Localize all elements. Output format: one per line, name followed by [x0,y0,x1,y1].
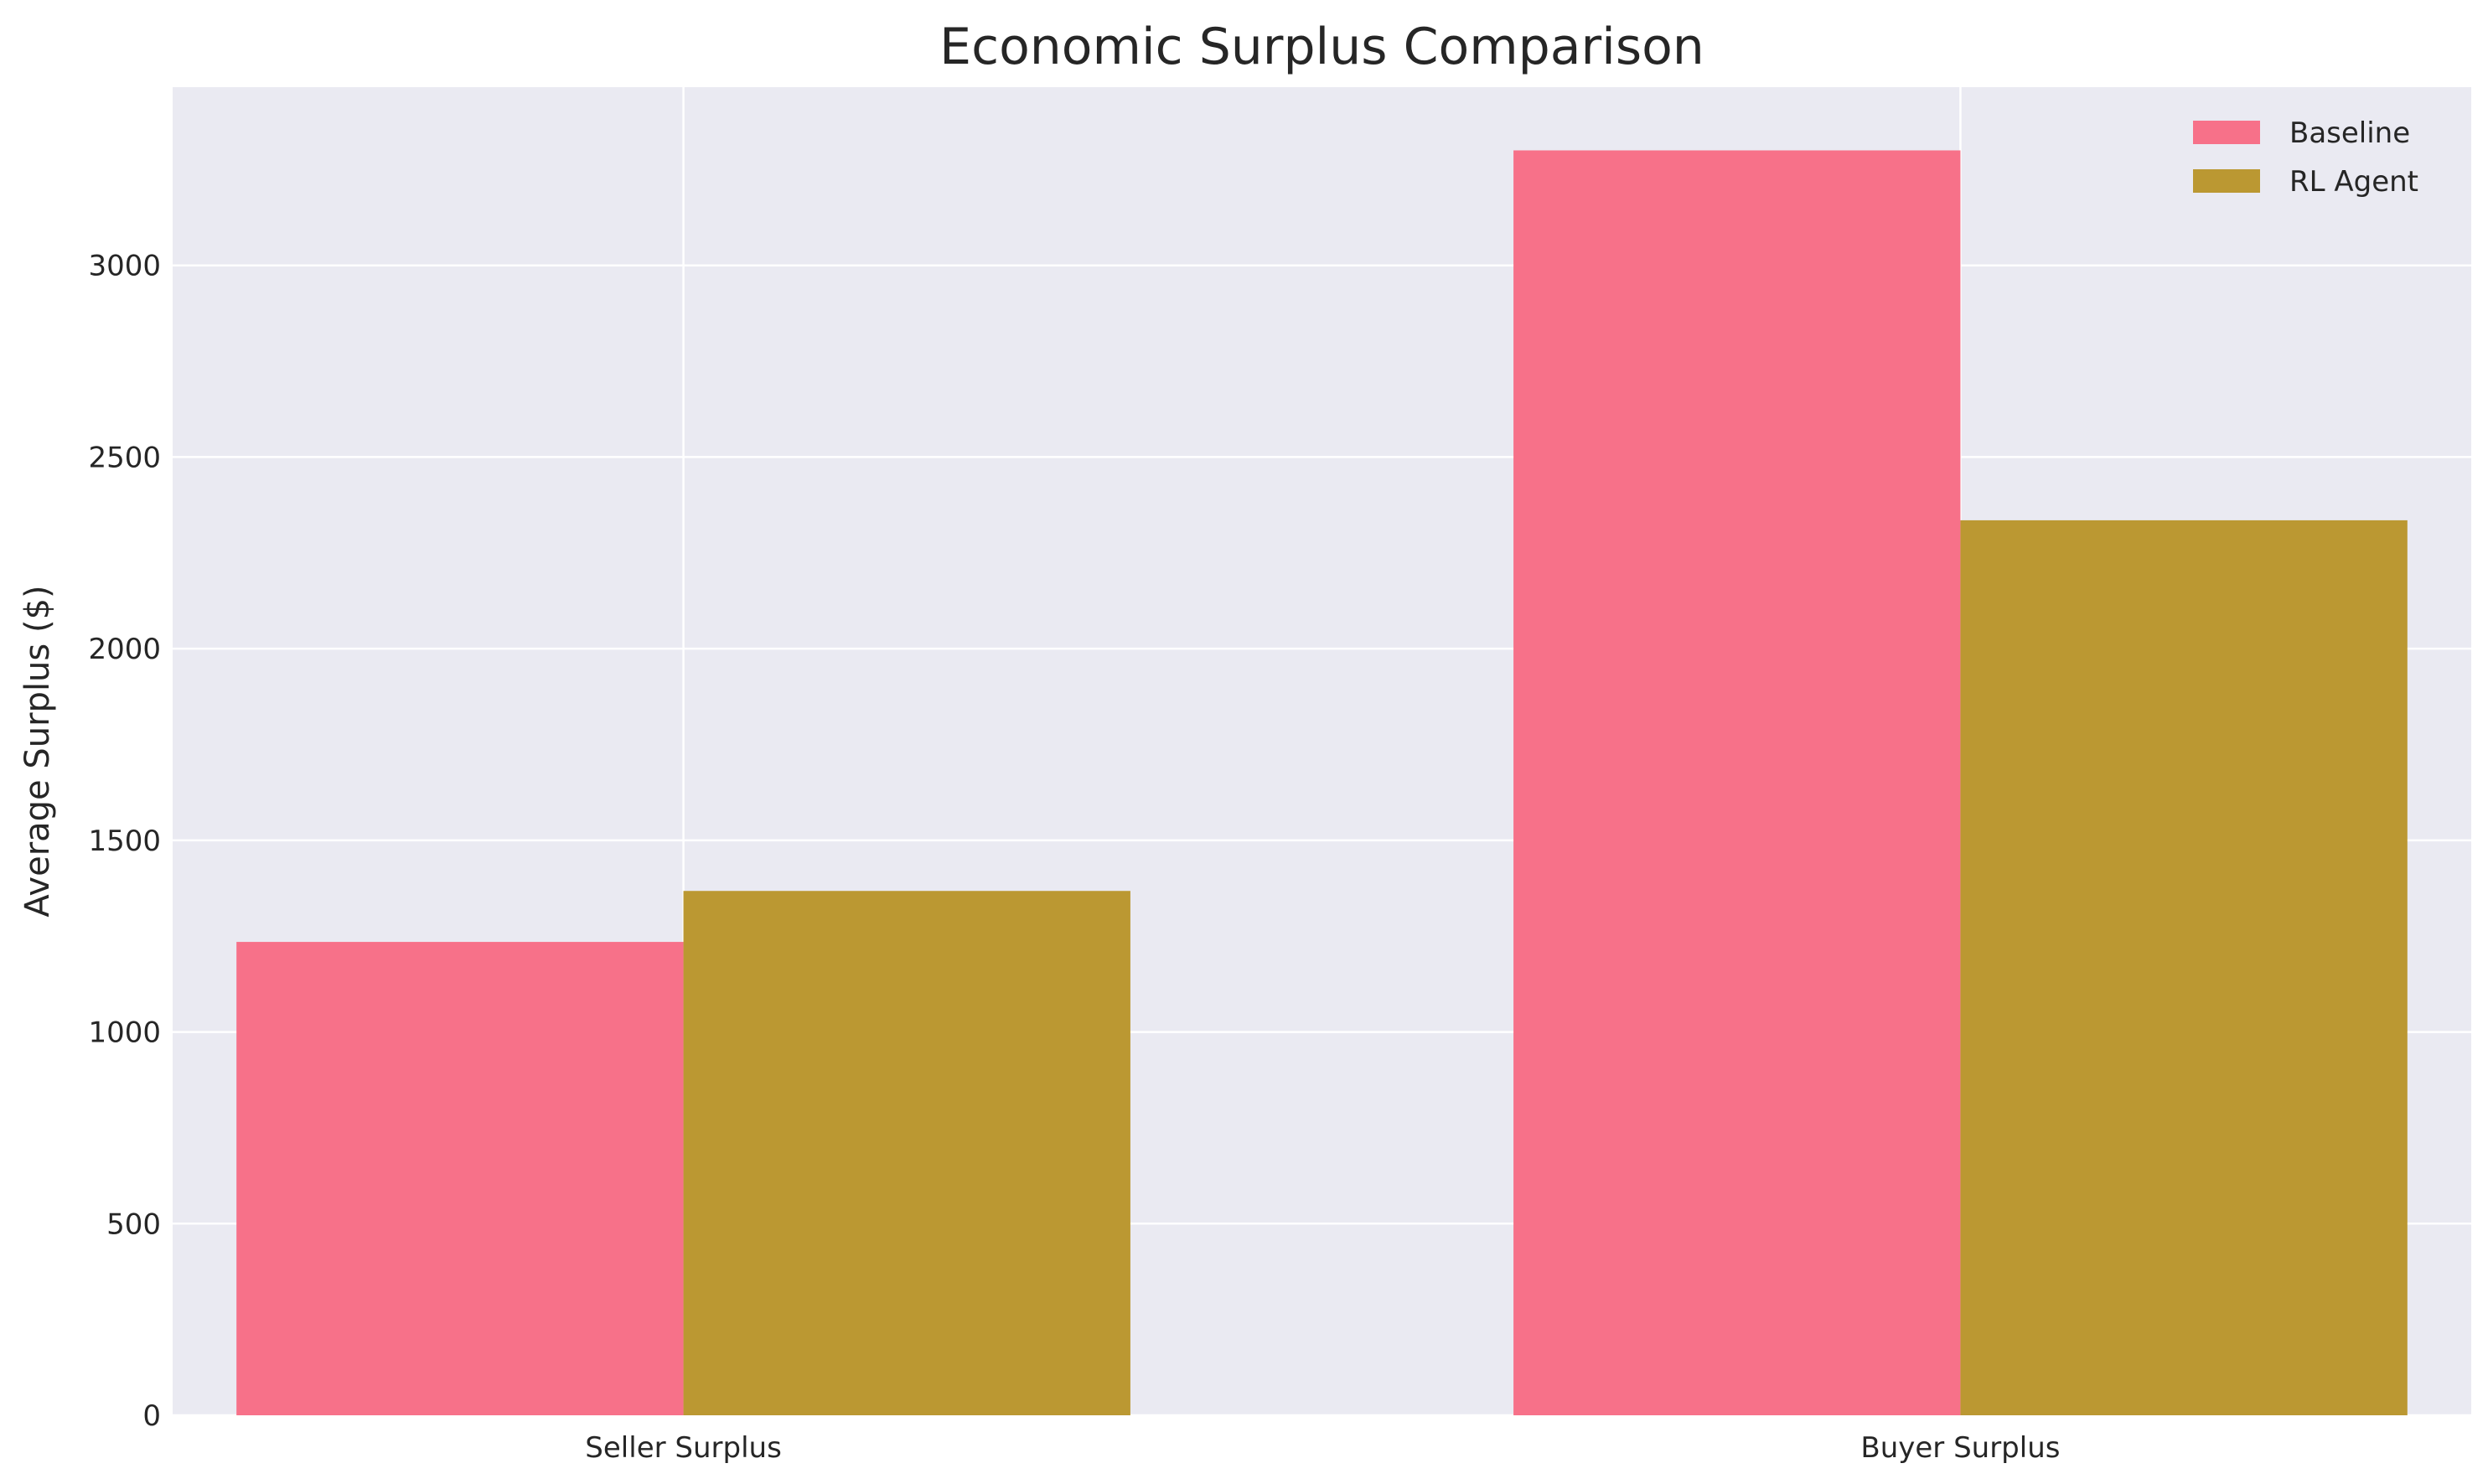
x-tick-label: Buyer Surplus [1860,1431,2060,1465]
x-tick-label: Seller Surplus [585,1431,782,1465]
bar-baseline-buyer-surplus [1513,150,1961,1415]
legend: Baseline RL Agent [2193,116,2418,199]
y-tick-label: 2000 [88,633,161,666]
y-tick-label: 2500 [88,441,161,474]
y-tick-label: 1000 [88,1016,161,1050]
y-tick-label: 500 [106,1207,161,1241]
bar-rl-agent-seller-surplus [683,891,1130,1415]
bars [236,150,2408,1416]
legend-swatch [2193,121,2260,144]
bar-rl-agent-buyer-surplus [1960,520,2408,1416]
x-axis-ticks: Seller Surplus Buyer Surplus [585,1431,2060,1465]
chart-title: Economic Surplus Comparison [939,18,1704,76]
y-axis-ticks: 0 500 1000 1500 2000 2500 3000 [88,250,161,1433]
y-tick-label: 0 [142,1399,161,1433]
y-tick-label: 3000 [88,250,161,283]
legend-swatch [2193,169,2260,193]
legend-label: RL Agent [2289,165,2418,199]
legend-label: Baseline [2289,116,2410,150]
bar-baseline-seller-surplus [236,942,684,1415]
y-tick-label: 1500 [88,825,161,858]
y-axis-label: Average Surplus ($) [18,585,57,917]
